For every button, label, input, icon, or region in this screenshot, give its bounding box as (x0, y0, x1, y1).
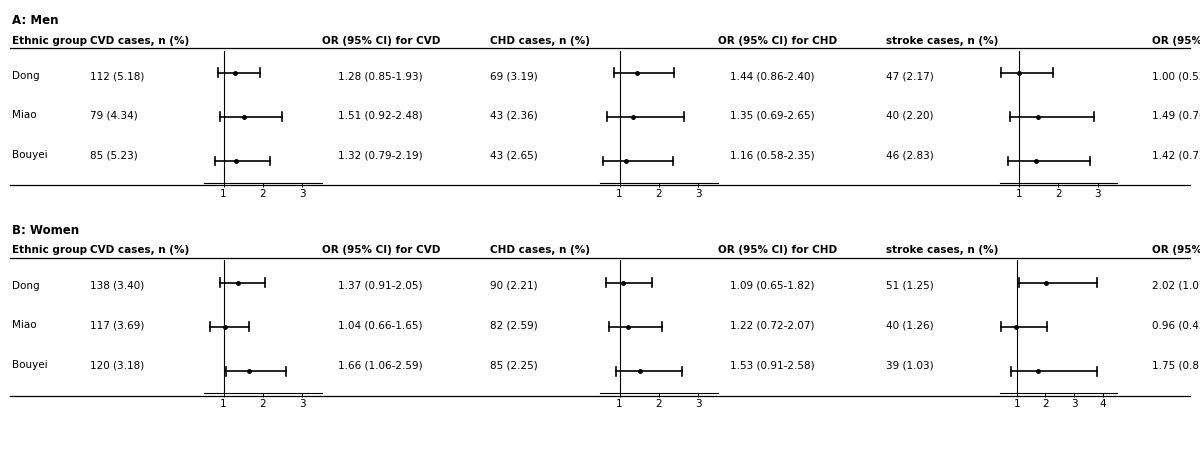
Text: 1.51 (0.92-2.48): 1.51 (0.92-2.48) (338, 110, 424, 120)
Text: 40 (1.26): 40 (1.26) (886, 320, 934, 330)
Text: CVD cases, n (%): CVD cases, n (%) (90, 245, 190, 255)
Text: Ethnic group: Ethnic group (12, 35, 88, 46)
Text: 51 (1.25): 51 (1.25) (886, 281, 934, 291)
Text: 1.04 (0.66-1.65): 1.04 (0.66-1.65) (338, 320, 422, 330)
Text: 1.37 (0.91-2.05): 1.37 (0.91-2.05) (338, 281, 422, 291)
Text: 90 (2.21): 90 (2.21) (490, 281, 538, 291)
Text: Miao: Miao (12, 320, 37, 330)
Text: 120 (3.18): 120 (3.18) (90, 360, 144, 370)
Text: CHD cases, n (%): CHD cases, n (%) (490, 35, 589, 46)
Text: 0.96 (0.45-2.05): 0.96 (0.45-2.05) (1152, 320, 1200, 330)
Text: 117 (3.69): 117 (3.69) (90, 320, 144, 330)
Text: A: Men: A: Men (12, 14, 59, 27)
Text: 138 (3.40): 138 (3.40) (90, 281, 144, 291)
Text: OR (95% CI) for CVD: OR (95% CI) for CVD (322, 245, 440, 255)
Text: 1.49 (0.76-2.91): 1.49 (0.76-2.91) (1152, 110, 1200, 120)
Text: OR (95% CI) for stroke: OR (95% CI) for stroke (1152, 35, 1200, 46)
Text: Bouyei: Bouyei (12, 360, 48, 370)
Text: 69 (3.19): 69 (3.19) (490, 71, 538, 81)
Text: 1.09 (0.65-1.82): 1.09 (0.65-1.82) (730, 281, 814, 291)
Text: 85 (5.23): 85 (5.23) (90, 150, 138, 160)
Text: 43 (2.36): 43 (2.36) (490, 110, 538, 120)
Text: 46 (2.83): 46 (2.83) (886, 150, 934, 160)
Text: Dong: Dong (12, 281, 40, 291)
Text: 43 (2.65): 43 (2.65) (490, 150, 538, 160)
Text: 1.66 (1.06-2.59): 1.66 (1.06-2.59) (338, 360, 424, 370)
Text: 1.00 (0.53-1.86): 1.00 (0.53-1.86) (1152, 71, 1200, 81)
Text: 1.28 (0.85-1.93): 1.28 (0.85-1.93) (338, 71, 424, 81)
Text: CVD cases, n (%): CVD cases, n (%) (90, 35, 190, 46)
Text: B: Women: B: Women (12, 224, 79, 237)
Text: 1.35 (0.69-2.65): 1.35 (0.69-2.65) (730, 110, 815, 120)
Text: 47 (2.17): 47 (2.17) (886, 71, 934, 81)
Text: 1.44 (0.86-2.40): 1.44 (0.86-2.40) (730, 71, 814, 81)
Text: 1.16 (0.58-2.35): 1.16 (0.58-2.35) (730, 150, 815, 160)
Text: CHD cases, n (%): CHD cases, n (%) (490, 245, 589, 255)
Text: 40 (2.20): 40 (2.20) (886, 110, 934, 120)
Text: 85 (2.25): 85 (2.25) (490, 360, 538, 370)
Text: 1.75 (0.81-3.78): 1.75 (0.81-3.78) (1152, 360, 1200, 370)
Text: OR (95% CI) for CVD: OR (95% CI) for CVD (322, 35, 440, 46)
Text: OR (95% CI) for CHD: OR (95% CI) for CHD (718, 245, 836, 255)
Text: 1.42 (0.72-2.80): 1.42 (0.72-2.80) (1152, 150, 1200, 160)
Text: Miao: Miao (12, 110, 37, 120)
Text: 112 (5.18): 112 (5.18) (90, 71, 144, 81)
Text: OR (95% CI) for CHD: OR (95% CI) for CHD (718, 35, 836, 46)
Text: stroke cases, n (%): stroke cases, n (%) (886, 245, 998, 255)
Text: 1.22 (0.72-2.07): 1.22 (0.72-2.07) (730, 320, 814, 330)
Text: 79 (4.34): 79 (4.34) (90, 110, 138, 120)
Text: 82 (2.59): 82 (2.59) (490, 320, 538, 330)
Text: 1.32 (0.79-2.19): 1.32 (0.79-2.19) (338, 150, 424, 160)
Text: 39 (1.03): 39 (1.03) (886, 360, 934, 370)
Text: Bouyei: Bouyei (12, 150, 48, 160)
Text: 2.02 (1.07-3.81): 2.02 (1.07-3.81) (1152, 281, 1200, 291)
Text: stroke cases, n (%): stroke cases, n (%) (886, 35, 998, 46)
Text: OR (95% CI) for stroke: OR (95% CI) for stroke (1152, 245, 1200, 255)
Text: Ethnic group: Ethnic group (12, 245, 88, 255)
Text: 1.53 (0.91-2.58): 1.53 (0.91-2.58) (730, 360, 815, 370)
Text: Dong: Dong (12, 71, 40, 81)
